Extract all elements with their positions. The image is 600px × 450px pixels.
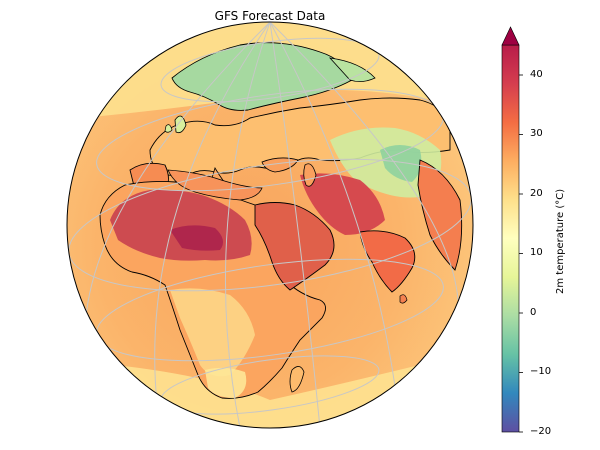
colorbar-extend-triangle	[501, 26, 520, 46]
colorbar-gradient	[501, 44, 520, 433]
globe-outline	[66, 21, 474, 429]
colorbar-tick-label: 30	[530, 128, 543, 139]
colorbar-label-text: 2m temperature (°C)	[555, 188, 566, 294]
chart-title: GFS Forecast Data	[214, 9, 326, 23]
colorbar-tick-label: 0	[530, 307, 537, 318]
globe	[67, 22, 473, 428]
colorbar-ticks	[519, 74, 523, 433]
colorbar-tick-label: −10	[530, 366, 552, 377]
colorbar	[501, 26, 523, 433]
colorbar-tick-label: 20	[530, 188, 543, 199]
colorbar-tick-label: −20	[530, 426, 552, 437]
colorbar-tick-label: 10	[530, 247, 543, 258]
colorbar-tick-label: 40	[530, 69, 543, 80]
